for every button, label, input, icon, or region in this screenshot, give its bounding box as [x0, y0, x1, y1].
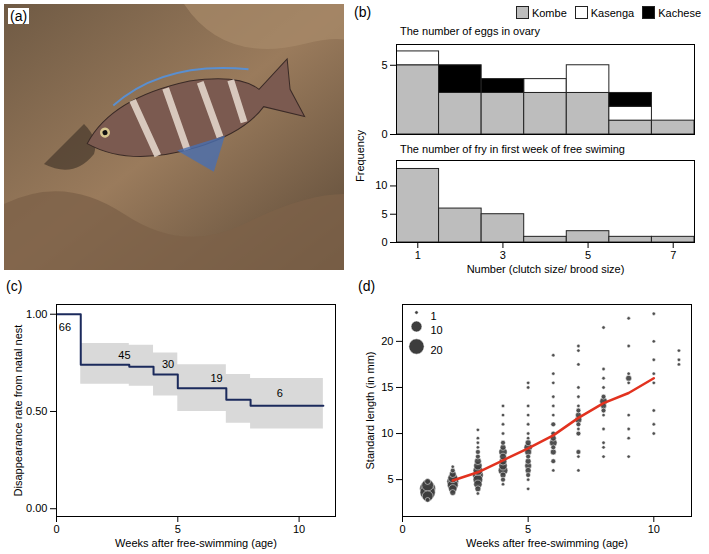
- svg-text:3: 3: [500, 249, 506, 261]
- svg-text:Standard length (in mm): Standard length (in mm): [364, 352, 376, 470]
- html-text:The number of eggs in ovary: The number of eggs in ovary: [400, 25, 540, 37]
- svg-text:10: 10: [648, 523, 660, 535]
- svg-text:1: 1: [431, 310, 437, 322]
- svg-text:5: 5: [175, 523, 181, 535]
- svg-text:Number (clutch size/ brood siz: Number (clutch size/ brood size): [467, 263, 625, 275]
- svg-text:5: 5: [585, 249, 591, 261]
- svg-text:0: 0: [381, 128, 387, 140]
- html-text:(a): (a): [10, 8, 28, 24]
- svg-text:5: 5: [525, 523, 531, 535]
- svg-text:Weeks after free-swimming (age: Weeks after free-swimming (age): [115, 537, 277, 549]
- svg-text:0.50: 0.50: [26, 405, 47, 417]
- svg-text:0: 0: [53, 523, 59, 535]
- svg-text:0: 0: [399, 523, 405, 535]
- html-text:Kombe: Kombe: [531, 7, 567, 19]
- svg-text:5: 5: [387, 473, 393, 485]
- svg-text:Weeks after free-swimming (age: Weeks after free-swimming (age): [466, 537, 628, 549]
- svg-text:30: 30: [162, 358, 174, 370]
- svg-text:0.00: 0.00: [26, 502, 47, 514]
- svg-text:1.00: 1.00: [26, 308, 47, 320]
- svg-text:10: 10: [375, 179, 387, 191]
- svg-text:10: 10: [431, 324, 443, 336]
- html-text:Kasenga: Kasenga: [590, 7, 635, 19]
- svg-text:5: 5: [381, 59, 387, 71]
- svg-text:10: 10: [293, 523, 305, 535]
- html-text:(c): (c): [6, 278, 23, 294]
- html-text:Frequency: Frequency: [354, 130, 366, 182]
- html-text:(b): (b): [354, 4, 372, 20]
- svg-text:20: 20: [381, 335, 393, 347]
- svg-text:15: 15: [381, 381, 393, 393]
- svg-text:6: 6: [277, 387, 283, 399]
- svg-text:45: 45: [118, 349, 130, 361]
- svg-text:19: 19: [210, 372, 222, 384]
- svg-text:20: 20: [431, 344, 443, 356]
- svg-text:1: 1: [415, 249, 421, 261]
- svg-text:7: 7: [670, 249, 676, 261]
- html-text:The number of fry in first wee: The number of fry in first week of free …: [400, 143, 625, 155]
- svg-text:Disappearance rate from natal: Disappearance rate from natal nest: [12, 325, 24, 497]
- html-text:(d): (d): [358, 278, 376, 294]
- svg-text:66: 66: [59, 321, 71, 333]
- html-text:Kachese: Kachese: [658, 7, 701, 19]
- svg-text:5: 5: [381, 208, 387, 220]
- svg-text:10: 10: [381, 427, 393, 439]
- svg-text:0: 0: [381, 236, 387, 248]
